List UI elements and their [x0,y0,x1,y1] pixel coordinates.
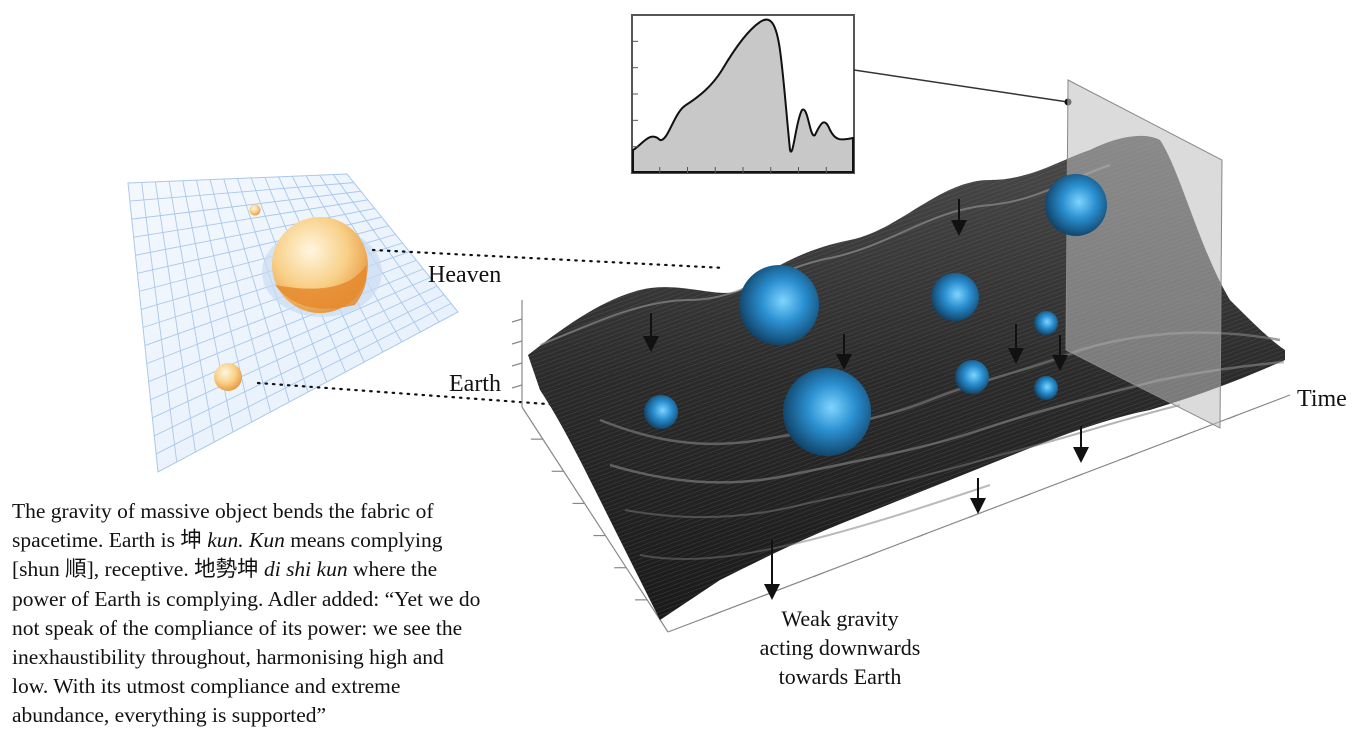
dotted-connector-earth [256,381,590,409]
description-paragraph: The gravity of massive object bends the … [12,497,572,731]
small-mass-sphere [249,204,261,216]
earth-label: Earth [449,371,501,397]
inset-waveform-area [632,18,854,173]
description-run: The gravity of massive object bends the … [12,499,434,523]
description-italic-run: di shi kun [263,557,348,582]
caption-line: towards Earth [778,664,902,689]
large-mass-shade [275,265,367,309]
description-run: low. With its utmost compliance and extr… [12,674,401,699]
description-line: power of Earth is complying. Adler added… [12,585,572,614]
inset-axis-ticks [632,40,827,173]
earth-mass-sphere [214,363,242,391]
axis-ticks [511,318,1239,617]
description-line: [shun 順], receptive. 地勢坤 di shi kun wher… [12,555,572,584]
description-run: where the [347,557,438,582]
description-line: not speak of the compliance of its power… [12,614,572,643]
spacetime-surface [528,79,1285,621]
depth-axis [521,406,669,633]
inset-connector-line [853,69,1069,103]
blue-sphere-icon [955,360,989,394]
blue-sphere-icon [739,265,819,345]
description-run: [shun 順], receptive. 地勢坤 [12,557,264,582]
description-line: The gravity of massive object bends the … [12,497,572,526]
description-run: inexhaustibility throughout, harmonising… [12,645,444,670]
spacetime-grid-sheet [127,173,459,473]
blue-sphere-icon [644,395,678,429]
description-run: power of Earth is complying. Adler added… [12,586,481,611]
description-run: means complying [284,528,443,553]
caption-line: Weak gravity [781,606,899,631]
caption-line: acting downwards [759,635,921,660]
description-italic-run: kun. Kun [207,528,285,553]
blue-sphere-icon [1034,376,1058,400]
blue-sphere-icon [1034,311,1058,335]
time-slice-plane [1065,79,1223,429]
surface-ridge-4 [639,484,991,561]
spacetime-grid-illustration [127,173,459,473]
weak-gravity-caption: Weak gravity acting downwards towards Ea… [735,604,945,691]
time-axis-label: Time [1297,386,1347,412]
gravity-arrows [643,199,1089,600]
blue-sphere-icon [931,273,979,321]
description-line: spacetime. Earth is 坤 kun. Kun means com… [12,526,572,555]
description-line: low. With its utmost compliance and extr… [12,672,572,701]
heaven-label: Heaven [428,262,502,288]
dotted-connector-heaven [371,248,727,270]
inset-waveform-plot [631,14,1072,174]
surface-upper-ridge [539,164,1111,346]
description-line: abundance, everything is supported” [12,701,572,730]
surface-ridge-3 [624,404,1181,518]
description-run: spacetime. Earth is 坤 [12,528,208,553]
description-line: inexhaustibility throughout, harmonising… [12,643,572,672]
blue-sphere-icon [783,368,871,456]
mass-spheres [644,174,1107,456]
description-run: not speak of the compliance of its power… [12,615,463,640]
blue-sphere-icon [1045,174,1107,236]
description-run: abundance, everything is supported” [12,703,327,728]
